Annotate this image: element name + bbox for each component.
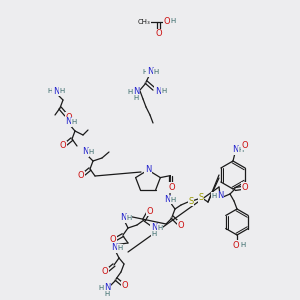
Text: H: H: [170, 197, 175, 203]
Text: H: H: [98, 285, 104, 291]
Text: O: O: [164, 16, 170, 26]
Text: O: O: [168, 183, 175, 192]
Text: H: H: [71, 119, 76, 125]
Text: N: N: [120, 214, 126, 223]
Text: N: N: [65, 118, 71, 127]
Text: O: O: [110, 236, 116, 244]
Text: N: N: [151, 224, 157, 232]
Text: H: H: [47, 88, 52, 94]
Text: H: H: [152, 231, 157, 237]
Text: S: S: [188, 196, 194, 206]
Text: H: H: [126, 215, 132, 221]
Text: H: H: [238, 147, 244, 153]
Text: N: N: [145, 164, 151, 173]
Text: H: H: [128, 89, 133, 95]
Text: N: N: [164, 196, 170, 205]
Text: N: N: [217, 191, 223, 200]
Text: O: O: [242, 182, 248, 191]
Text: O: O: [102, 268, 108, 277]
Text: N: N: [111, 244, 117, 253]
Text: O: O: [122, 281, 128, 290]
Text: H: H: [170, 18, 175, 24]
Text: O: O: [233, 241, 239, 250]
Text: H: H: [142, 69, 148, 75]
Text: H: H: [240, 242, 246, 248]
Text: H: H: [88, 149, 94, 155]
Text: O: O: [156, 29, 162, 38]
Text: H: H: [161, 88, 166, 94]
Text: N: N: [147, 68, 153, 76]
Text: H: H: [59, 88, 64, 94]
Text: S: S: [198, 194, 204, 202]
Text: O: O: [178, 220, 184, 230]
Text: H: H: [158, 225, 163, 231]
Text: O: O: [78, 172, 84, 181]
Text: H: H: [153, 69, 159, 75]
Text: H: H: [134, 95, 139, 101]
Text: H: H: [212, 193, 217, 199]
Text: N: N: [53, 86, 59, 95]
Text: O: O: [147, 206, 153, 215]
Text: N: N: [104, 284, 110, 292]
Text: N: N: [133, 88, 139, 97]
Text: N: N: [155, 86, 161, 95]
Text: O: O: [242, 140, 248, 149]
Text: H: H: [104, 291, 110, 297]
Text: N: N: [82, 148, 88, 157]
Text: H: H: [117, 245, 123, 251]
Text: O: O: [60, 142, 66, 151]
Text: CH₃: CH₃: [138, 19, 150, 25]
Text: N: N: [232, 146, 238, 154]
Text: O: O: [66, 112, 72, 122]
